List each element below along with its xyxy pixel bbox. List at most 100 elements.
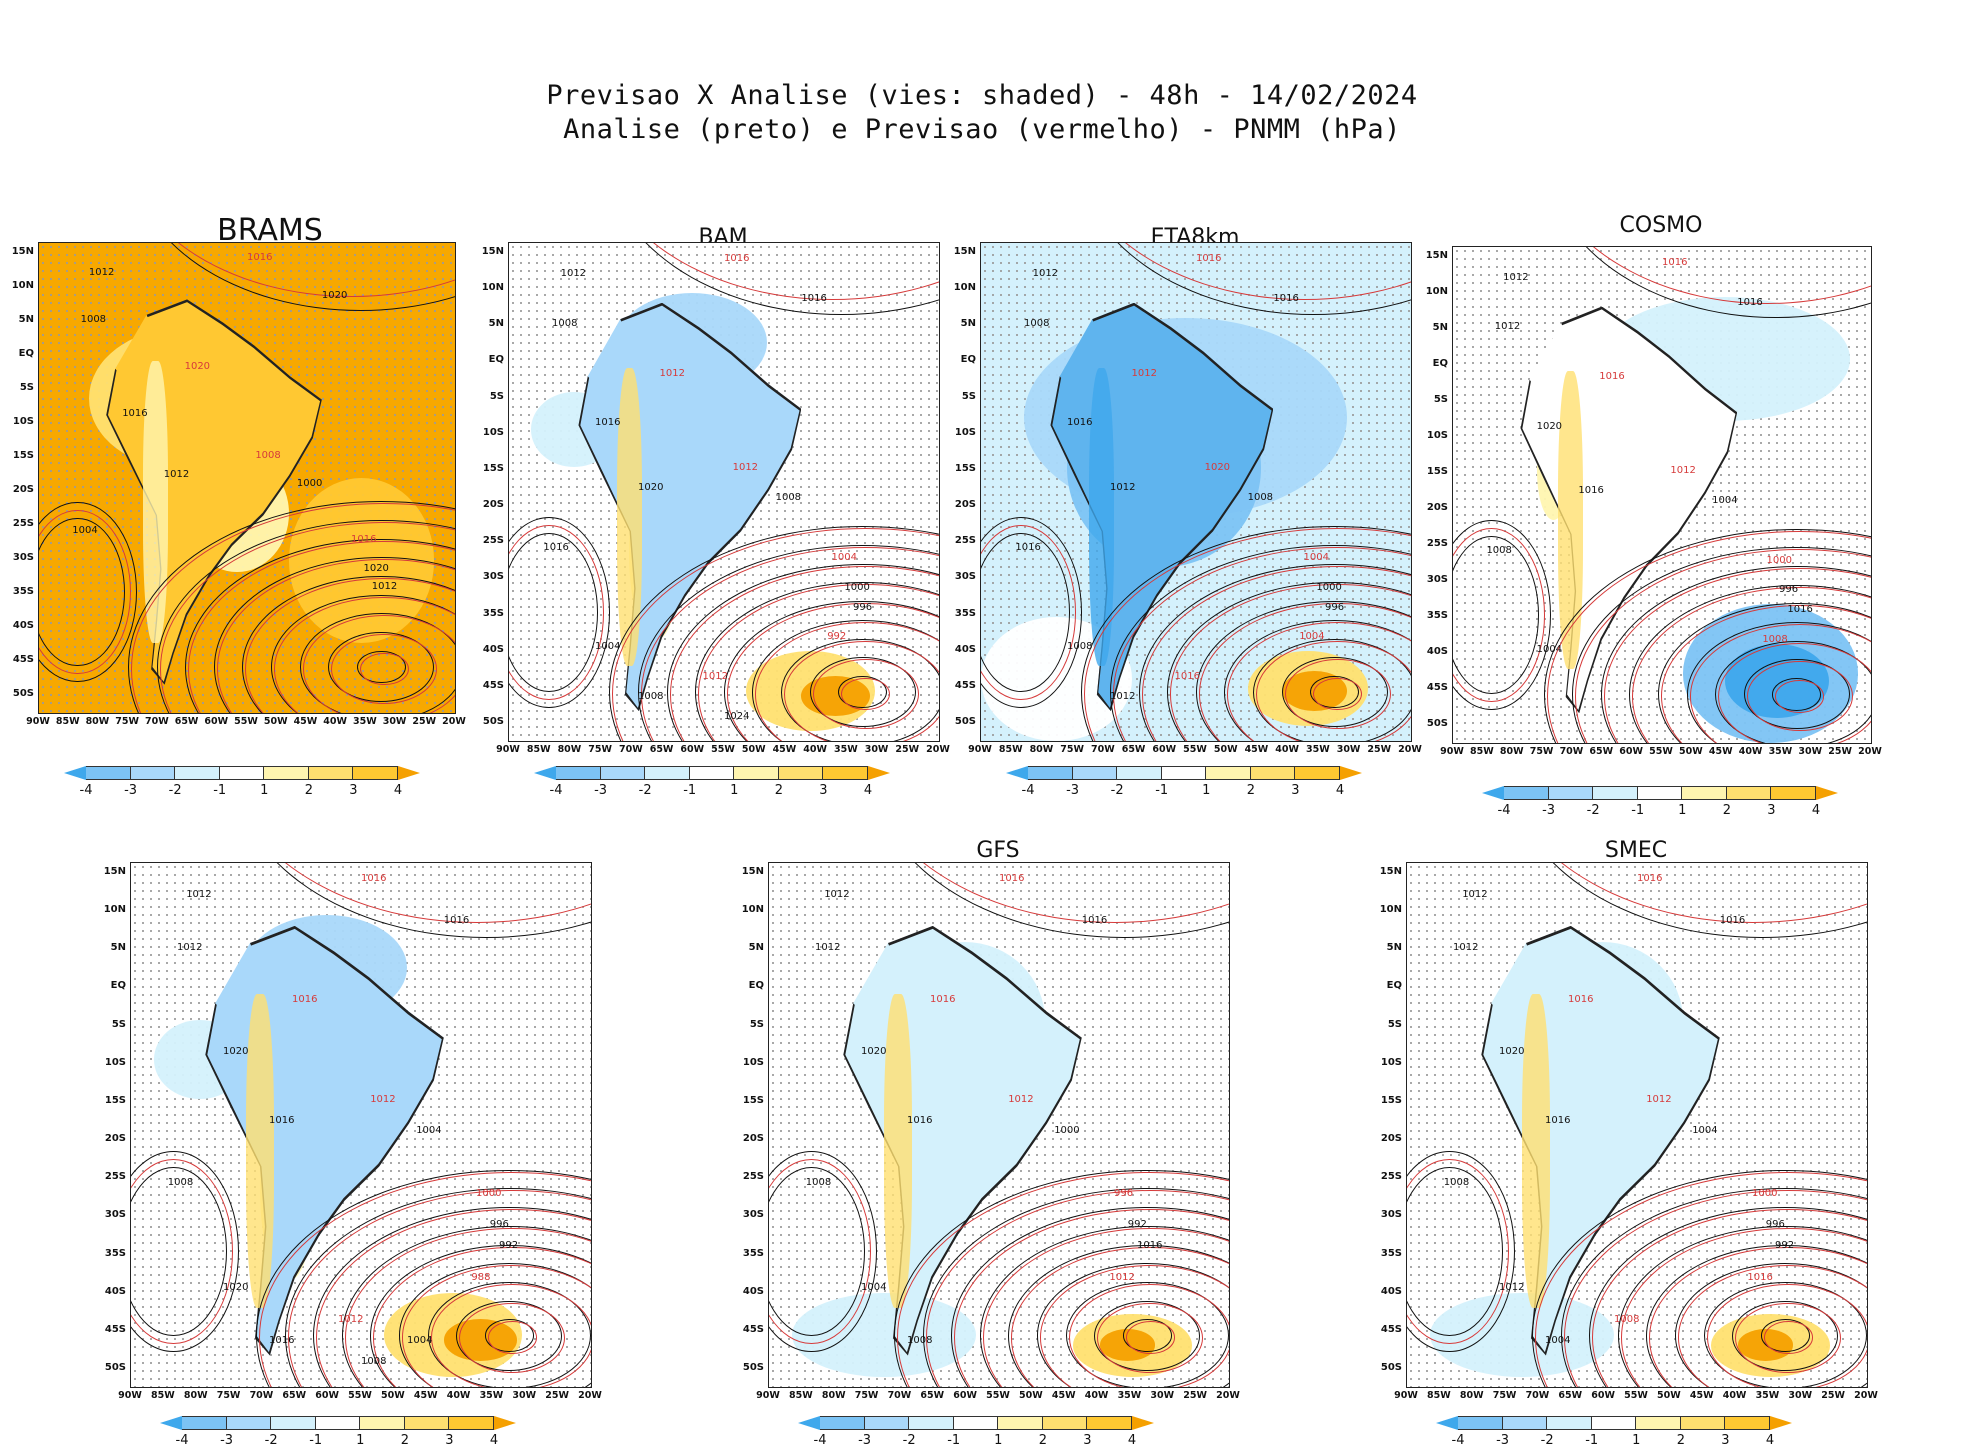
y-tick-label: 25S bbox=[1380, 1171, 1402, 1183]
colorbar-segment bbox=[226, 1416, 272, 1430]
x-tick-label: 70W bbox=[618, 744, 643, 755]
y-tick-label: 45S bbox=[1380, 1323, 1402, 1335]
map-panel-wrf[interactable]: 1012 1016 1016 1012 1016 1020 1016 1012 1008 1004… bbox=[130, 862, 592, 1388]
x-tick-label: 70W bbox=[887, 1390, 912, 1401]
y-tick-label: 5N bbox=[748, 942, 764, 954]
isobar-label: 1004 bbox=[1299, 631, 1325, 643]
y-tick-label: 10N bbox=[103, 904, 126, 916]
colorbar-segment bbox=[1028, 766, 1073, 780]
isobar-label: 1000 bbox=[1316, 581, 1342, 593]
colorbar-segment bbox=[360, 1416, 405, 1430]
y-tick-label: 40S bbox=[12, 620, 34, 631]
x-tick-label: 50W bbox=[1656, 1390, 1681, 1401]
x-tick-label: 55W bbox=[1649, 746, 1673, 757]
isobar-label: 1008 bbox=[1067, 641, 1093, 653]
colorbar-segment bbox=[1548, 786, 1594, 800]
isobar-label: 996 bbox=[1325, 601, 1345, 613]
y-tick-label: 40S bbox=[104, 1285, 126, 1297]
colorbar-left-arrow bbox=[1482, 786, 1504, 800]
x-tick-label: 35W bbox=[479, 1390, 504, 1401]
y-tick-label: 35S bbox=[1426, 610, 1448, 621]
isobar-label: 996 bbox=[1114, 1187, 1134, 1199]
isobar-label: 1012 bbox=[371, 581, 398, 593]
y-tick-label: 5N bbox=[110, 942, 126, 954]
colorbar-segment bbox=[449, 1416, 494, 1430]
y-tick-label: 15S bbox=[12, 450, 34, 461]
map-panel-smec[interactable]: 1012 1016 1016 1012 1016 1020 1016 1012 1008 1004… bbox=[1406, 862, 1868, 1388]
x-tick-label: 70W bbox=[1090, 744, 1115, 755]
isobar-label: 1016 bbox=[1578, 485, 1604, 497]
colorbar-tick-label: -4 bbox=[79, 783, 93, 798]
x-tick-label: 90W bbox=[968, 744, 992, 755]
colorbar-tick-label: 1 bbox=[1202, 783, 1211, 798]
x-tick-label: 45W bbox=[1708, 746, 1733, 757]
colorbar-tick-label: -3 bbox=[1496, 1433, 1510, 1448]
isobar-label: 1000 bbox=[1054, 1125, 1080, 1136]
isobar-label: 1004 bbox=[407, 1334, 433, 1346]
y-tick-label: EQ bbox=[488, 354, 504, 366]
y-tick-label: 15N bbox=[1379, 866, 1402, 877]
x-tick-label: 50W bbox=[380, 1390, 405, 1401]
x-tick-label: 65W bbox=[282, 1390, 307, 1401]
x-tick-label: 75W bbox=[1060, 744, 1084, 755]
colorbar-right-arrow bbox=[494, 1416, 516, 1430]
isobar-label: 1016 bbox=[1568, 994, 1594, 1005]
isobar-label: 1016 bbox=[724, 252, 750, 264]
y-tick-label: 30S bbox=[1380, 1209, 1402, 1221]
isobar-label: 1004 bbox=[1712, 495, 1738, 506]
x-tick-label: 90W bbox=[1440, 746, 1464, 757]
x-tick-label: 25W bbox=[895, 744, 920, 755]
y-tick-label: 25S bbox=[954, 535, 976, 547]
colorbar-tick-label: 1 bbox=[1678, 803, 1687, 818]
y-tick-label: 45S bbox=[1426, 682, 1448, 693]
colorbar-tick-label: -3 bbox=[1542, 803, 1556, 818]
y-tick-label: 30S bbox=[104, 1209, 126, 1221]
x-tick-label: 90W bbox=[118, 1390, 142, 1401]
isobar-label: 1008 bbox=[1614, 1313, 1640, 1325]
colorbar-segment bbox=[600, 766, 646, 780]
colorbar-left-arrow bbox=[64, 766, 86, 780]
x-tick-label: 30W bbox=[512, 1390, 537, 1401]
isobar-label: 1012 bbox=[1670, 465, 1696, 477]
map-panel-eta8km[interactable]: 1012 1016 1016 1008 1012 1016 1012 1020 1016 1008… bbox=[980, 242, 1412, 742]
y-tick-label: 25S bbox=[1426, 538, 1448, 549]
colorbar-left-arrow bbox=[160, 1416, 182, 1430]
y-tick-label: EQ bbox=[18, 348, 34, 359]
x-tick-label: 30W bbox=[382, 716, 407, 727]
x-tick-label: 85W bbox=[788, 1390, 813, 1401]
x-tick-label: 30W bbox=[864, 744, 889, 755]
panel-title-cosmo: COSMO bbox=[1619, 213, 1703, 238]
colorbar-tick-label: 1 bbox=[260, 783, 269, 798]
isobar-label: 1004 bbox=[416, 1125, 442, 1136]
colorbar-segment bbox=[778, 766, 824, 780]
x-tick-label: 85W bbox=[55, 716, 80, 727]
colorbar-right-arrow bbox=[1132, 1416, 1154, 1430]
isobar-label: 1016 bbox=[1273, 292, 1299, 304]
y-tick-label: EQ bbox=[110, 980, 126, 992]
map-panel-cosmo[interactable]: 1012 1016 1016 1012 1016 1020 1016 1012 1008 1004… bbox=[1452, 246, 1872, 744]
map-panel-gfs[interactable]: 1012 1016 1016 1012 1016 1020 1016 1012 1008 1000… bbox=[768, 862, 1230, 1388]
x-tick-label: 50W bbox=[1678, 746, 1703, 757]
colorbar-segment bbox=[1593, 786, 1638, 800]
map-panel-bam[interactable]: 1012 1016 1016 1008 1012 1016 1020 1012 1016 1008… bbox=[508, 242, 940, 742]
y-tick-label: 40S bbox=[1426, 646, 1448, 657]
y-tick-label: 15N bbox=[953, 246, 976, 257]
colorbar-tick-label: -1 bbox=[1585, 1433, 1599, 1448]
isobar-label: 1020 bbox=[223, 1282, 249, 1294]
andes-bias-strip bbox=[246, 994, 274, 1309]
x-tick-label: 65W bbox=[1589, 746, 1614, 757]
y-tick-label: 10N bbox=[1425, 286, 1448, 297]
y-tick-label: 10S bbox=[482, 426, 504, 438]
isobar-north bbox=[1508, 863, 1867, 939]
isobar-label: 1004 bbox=[861, 1282, 887, 1294]
colorbar-left-arrow bbox=[1006, 766, 1028, 780]
y-tick-label: 15N bbox=[1425, 250, 1448, 261]
colorbar-segment bbox=[130, 766, 176, 780]
map-panel-brams[interactable]: 1012 1016 1020 1008 1020 1016 1012 1008 1004 1000… bbox=[38, 242, 456, 714]
y-tick-label: 40S bbox=[954, 643, 976, 655]
colorbar-segment bbox=[1591, 1416, 1637, 1430]
x-tick-label: 60W bbox=[204, 716, 229, 727]
x-tick-label: 70W bbox=[1525, 1390, 1550, 1401]
figure-title-line2: Analise (preto) e Previsao (vermelho) - … bbox=[563, 114, 1401, 145]
isobar-label: 1004 bbox=[1545, 1334, 1571, 1346]
